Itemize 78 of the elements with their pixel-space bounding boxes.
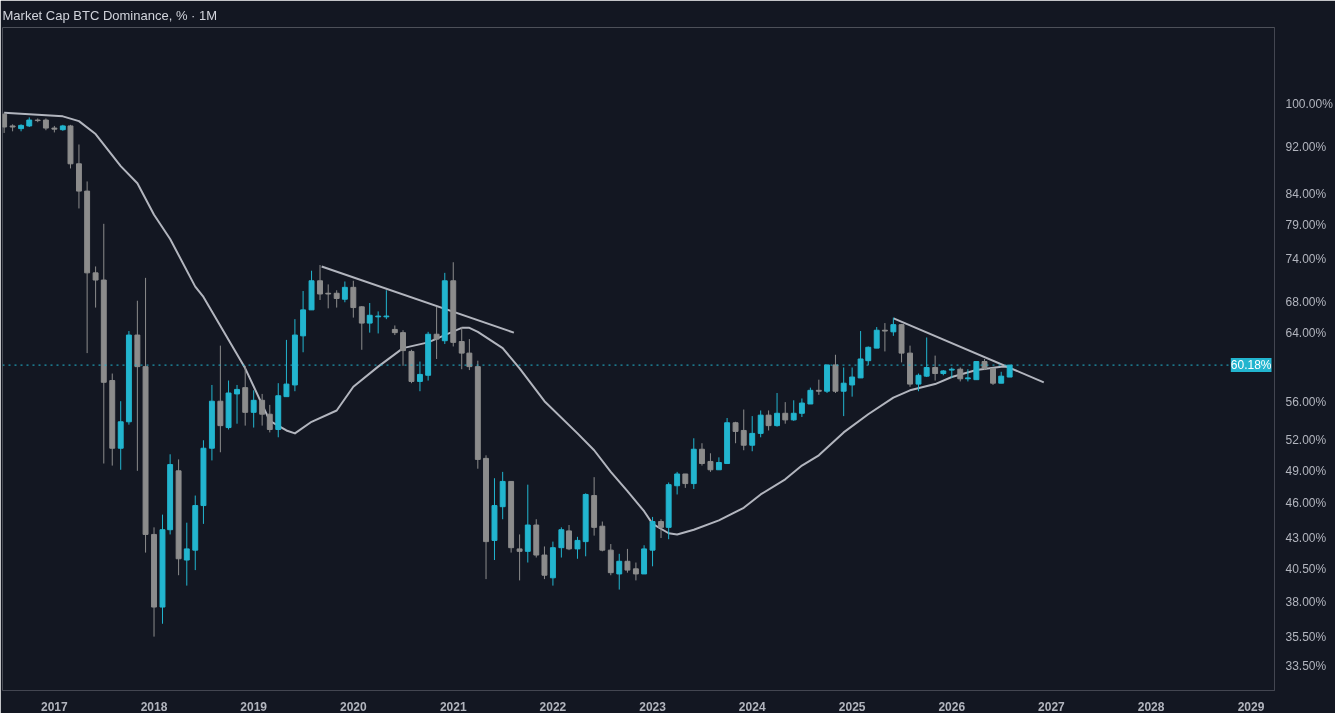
candlestick (740, 409, 747, 451)
y-tick-label: 40.50% (1285, 561, 1327, 576)
x-tick-label: 2018 (140, 699, 168, 713)
x-tick-label: 2027 (1038, 699, 1066, 713)
candlestick (2, 112, 8, 134)
candlestick (234, 384, 240, 425)
candlestick (375, 310, 382, 334)
candlestick (873, 326, 880, 349)
candlestick (350, 280, 357, 319)
candlestick (458, 326, 465, 370)
y-tick-label: 33.50% (1285, 659, 1327, 674)
y-tick-label: 79.00% (1285, 218, 1327, 233)
candlestick (624, 548, 631, 574)
ref-line-label: 60.18% (1230, 358, 1272, 373)
candlestick (798, 397, 805, 418)
candlestick (881, 322, 888, 352)
candlestick (757, 409, 764, 438)
x-tick-label: 2021 (439, 699, 467, 713)
x-tick-label: 2025 (838, 699, 866, 713)
candlestick (383, 289, 390, 320)
candlestick (749, 415, 756, 452)
candlestick (183, 522, 190, 587)
y-tick-label: 92.00% (1285, 139, 1327, 154)
y-tick-label: 38.00% (1285, 594, 1327, 609)
x-tick-label: 2024 (738, 699, 766, 713)
candlestick (616, 553, 623, 591)
x-tick-label: 2022 (539, 699, 567, 713)
y-tick-label: 52.00% (1285, 433, 1327, 448)
candlestick (632, 562, 639, 581)
y-tick-label: 84.00% (1285, 186, 1327, 201)
x-tick-label: 2029 (1237, 699, 1265, 713)
candlestick (92, 265, 99, 309)
y-tick-label: 68.00% (1285, 295, 1327, 310)
candlestick (607, 543, 614, 576)
candlestick (674, 471, 681, 495)
candlestick (707, 452, 714, 473)
y-tick-label: 35.50% (1285, 629, 1327, 644)
chart-title: Market Cap BTC Dominance, % · 1M (2, 7, 218, 23)
candlestick (317, 264, 323, 301)
candlestick (890, 317, 897, 337)
candlestick (266, 404, 273, 433)
candlestick (782, 401, 789, 425)
x-tick-label: 2019 (240, 699, 268, 713)
y-tick-label: 43.00% (1285, 531, 1327, 546)
candlestick (341, 280, 348, 303)
candlestick (433, 306, 440, 360)
candlestick (699, 442, 705, 467)
candlestick (932, 355, 939, 382)
candlestick (259, 393, 266, 427)
candlestick (400, 329, 406, 367)
candlestick (466, 338, 473, 371)
candlestick (366, 302, 373, 334)
candlestick (325, 283, 332, 309)
y-tick-label: 100.00% (1285, 96, 1334, 111)
candlestick (658, 518, 664, 539)
candlestick (964, 368, 971, 382)
y-tick-label: 74.00% (1285, 251, 1327, 266)
candlestick (541, 545, 548, 580)
x-tick-label: 2023 (639, 699, 667, 713)
candlestick (566, 524, 572, 551)
y-tick-label: 56.00% (1285, 395, 1327, 410)
candlestick (774, 392, 781, 428)
candlestick (790, 399, 797, 422)
candlestick (574, 536, 581, 560)
candlestick (358, 305, 365, 351)
candlestick (558, 526, 565, 559)
x-tick-label: 2017 (41, 699, 69, 713)
x-tick-label: 2028 (1137, 699, 1165, 713)
candlestick (516, 533, 523, 581)
x-tick-label: 2020 (339, 699, 367, 713)
candlestick (599, 521, 606, 552)
x-tick-label: 2026 (938, 699, 966, 713)
candlestick (849, 367, 856, 398)
candlestick (765, 409, 772, 431)
y-tick-label: 64.00% (1285, 326, 1327, 341)
y-tick-label: 49.00% (1285, 463, 1327, 478)
y-tick-label: 46.00% (1285, 496, 1327, 511)
candlestick (250, 389, 257, 429)
